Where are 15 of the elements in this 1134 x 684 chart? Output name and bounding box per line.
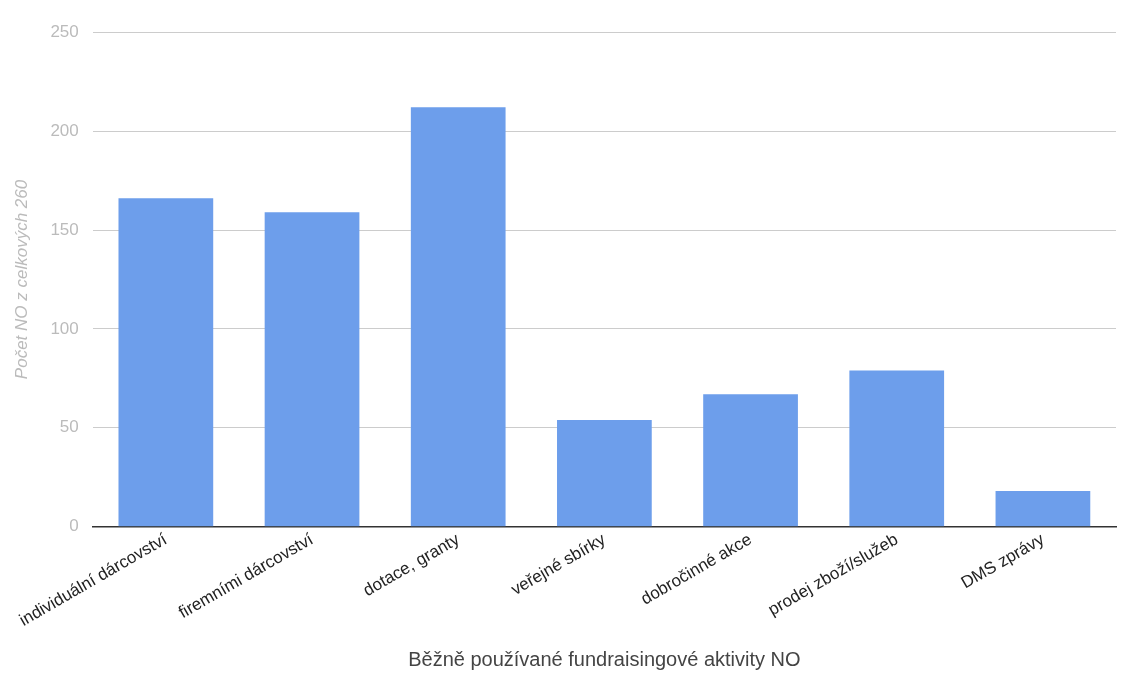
y-tick-label: 50 (59, 417, 79, 437)
y-tick-label: 150 (50, 219, 79, 239)
y-axis-title: Počet NO z celkových 260 (11, 179, 31, 380)
bar (410, 107, 506, 527)
y-tick-label: 200 (50, 120, 79, 140)
x-axis-title: Běžně používané fundraisingové aktivity NO (408, 647, 801, 670)
y-tick-label: 0 (69, 516, 79, 536)
bar (703, 394, 798, 527)
y-tick-label: 250 (50, 21, 79, 41)
bar (557, 419, 652, 527)
bar (118, 198, 214, 527)
y-tick-label: 100 (50, 318, 79, 338)
bar (995, 491, 1091, 527)
bar (264, 212, 360, 527)
bar (849, 370, 945, 527)
